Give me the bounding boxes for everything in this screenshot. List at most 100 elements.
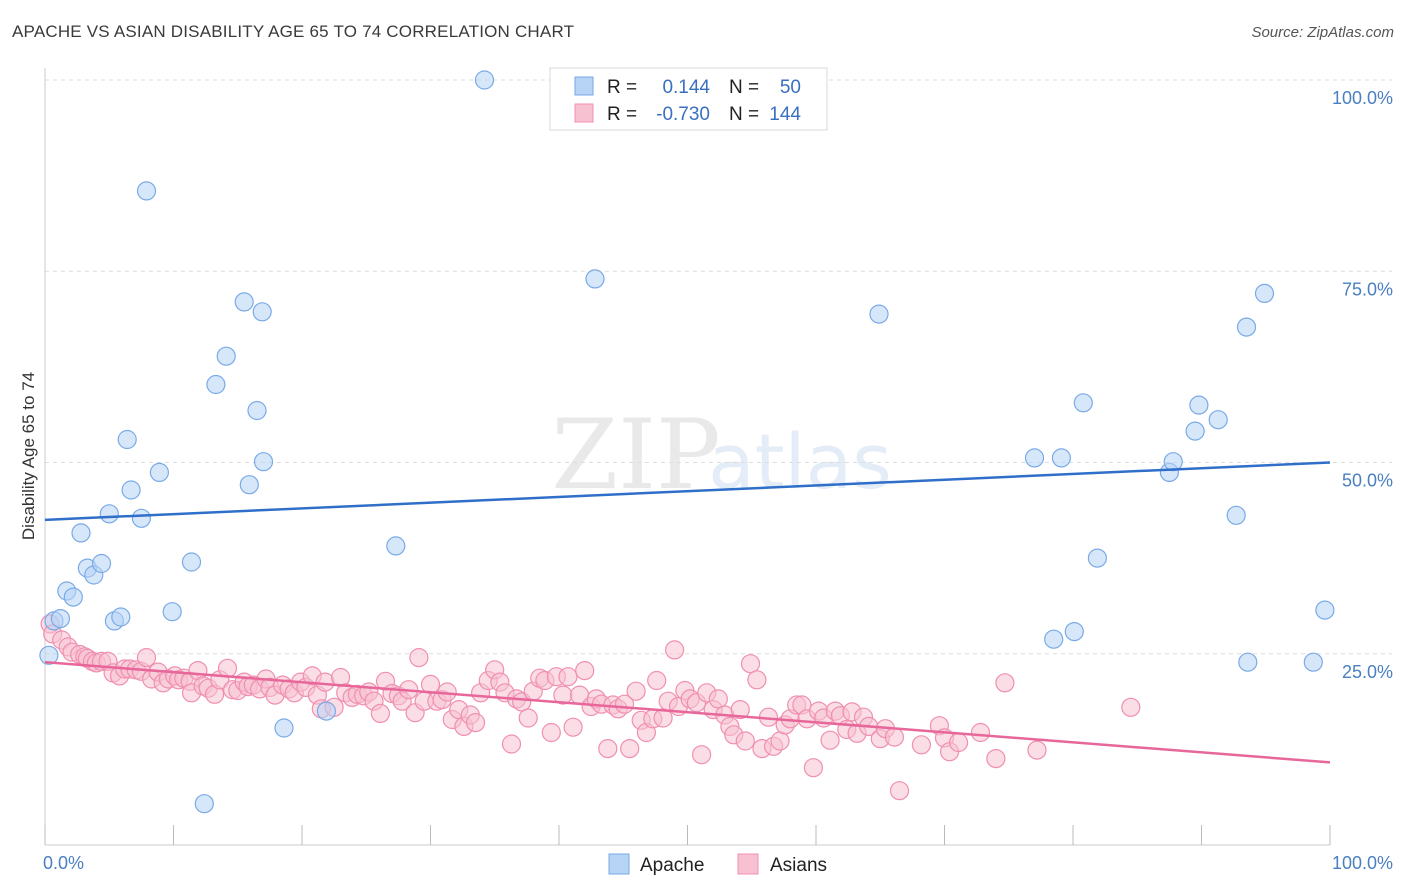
point-apache-20 [206, 374, 226, 395]
point-apache-32 [869, 304, 889, 324]
point-apache-43 [1208, 410, 1228, 430]
y-tick-label-1: 50.0% [1342, 471, 1393, 491]
point-apache-23 [239, 475, 259, 495]
legend-apache-n-value: 50 [780, 77, 801, 98]
chart-title: APACHE VS ASIAN DISABILITY AGE 65 TO 74 … [12, 22, 575, 41]
point-apache-5 [71, 523, 91, 543]
trend-lines [44, 461, 1331, 764]
axes [44, 68, 1331, 846]
point-apache-21 [216, 346, 236, 366]
point-apache-11 [111, 607, 131, 627]
grid-lines [45, 79, 1392, 655]
trend-line-asians [44, 660, 1331, 764]
point-apache-36 [1064, 621, 1084, 642]
point-apache-17 [162, 602, 182, 622]
point-apache-0 [39, 645, 59, 665]
bottom-legend-asians-label: Asians [770, 855, 827, 876]
point-apache-37 [1073, 393, 1093, 413]
point-apache-4 [63, 587, 83, 607]
point-asians-120 [708, 689, 728, 709]
point-asians-159 [995, 673, 1015, 693]
legend-apache-r-value: 0.144 [662, 77, 710, 98]
point-apache-26 [253, 452, 274, 472]
trend-line-apache [44, 461, 1331, 522]
point-apache-46 [1238, 652, 1258, 672]
point-asians-161 [1121, 697, 1141, 717]
point-asians-60 [370, 703, 390, 724]
point-asians-152 [911, 735, 932, 755]
point-asians-112 [664, 640, 685, 660]
series-asians-points [40, 614, 1141, 801]
series-legend: Apache Asians [608, 853, 827, 876]
point-apache-45 [1236, 317, 1257, 337]
x-tick-labels: 0.0% 100.0% [43, 853, 1393, 873]
point-apache-44 [1226, 505, 1246, 525]
y-tick-label-2: 75.0% [1342, 279, 1393, 299]
point-apache-12 [117, 429, 137, 450]
point-asians-158 [986, 748, 1006, 769]
point-apache-24 [247, 400, 267, 421]
watermark-atlas: atlas [708, 417, 892, 506]
point-apache-19 [194, 794, 214, 814]
legend-apache-r-label: R = [607, 77, 637, 98]
point-apache-38 [1087, 548, 1108, 568]
point-apache-14 [131, 508, 151, 528]
point-asians-125 [735, 731, 755, 751]
point-asians-33 [217, 658, 238, 678]
point-apache-49 [1315, 600, 1335, 620]
bottom-legend-apache-swatch [608, 853, 630, 875]
point-apache-35 [1051, 448, 1072, 468]
point-asians-86 [518, 708, 538, 728]
correlation-legend: R = 0.144 N = 50 R = -0.730 N = 144 [549, 67, 828, 131]
y-tick-label-0: 25.0% [1342, 662, 1393, 682]
point-asians-77 [465, 712, 486, 733]
point-asians-151 [889, 781, 910, 801]
x-tick-label-1: 100.0% [1332, 853, 1393, 873]
point-apache-31 [585, 269, 605, 289]
y-tick-label-3: 100.0% [1332, 88, 1393, 108]
point-asians-18 [136, 647, 157, 668]
series-apache-points [39, 70, 1335, 814]
point-apache-41 [1185, 421, 1205, 441]
point-apache-15 [136, 181, 157, 201]
point-asians-100 [598, 738, 618, 759]
legend-box [549, 67, 828, 131]
point-asians-137 [803, 758, 824, 778]
chart-source: Source: ZipAtlas.com [1251, 24, 1394, 41]
legend-apache-swatch [574, 76, 594, 96]
point-asians-127 [747, 670, 767, 690]
point-apache-28 [316, 701, 336, 721]
point-asians-124 [730, 699, 750, 720]
point-asians-117 [691, 745, 712, 765]
point-apache-25 [252, 302, 272, 322]
legend-apache-n-label: N = [729, 77, 759, 98]
point-apache-2 [50, 608, 71, 629]
bottom-legend-apache-label: Apache [640, 855, 704, 876]
point-asians-83 [501, 734, 522, 754]
point-apache-22 [234, 292, 254, 312]
point-apache-16 [149, 462, 169, 482]
point-apache-9 [99, 504, 119, 524]
point-asians-94 [563, 717, 583, 737]
point-asians-157 [970, 722, 991, 743]
point-apache-47 [1254, 283, 1275, 303]
point-asians-67 [409, 647, 429, 668]
point-asians-126 [740, 654, 761, 674]
point-apache-48 [1303, 652, 1323, 672]
point-apache-13 [121, 480, 141, 500]
point-apache-34 [1044, 629, 1064, 649]
legend-asians-r-value: -0.730 [656, 104, 710, 125]
point-asians-105 [626, 681, 646, 701]
point-asians-150 [884, 727, 905, 747]
legend-asians-n-value: 144 [769, 104, 801, 125]
point-apache-33 [1024, 448, 1045, 468]
legend-asians-swatch [574, 103, 594, 123]
point-asians-140 [820, 730, 840, 750]
point-asians-93 [558, 667, 578, 687]
x-tick-label-0: 0.0% [43, 853, 84, 873]
point-asians-131 [770, 731, 790, 751]
legend-asians-n-label: N = [729, 104, 759, 125]
point-asians-109 [647, 670, 667, 691]
point-asians-90 [541, 722, 561, 743]
point-apache-18 [181, 552, 202, 572]
